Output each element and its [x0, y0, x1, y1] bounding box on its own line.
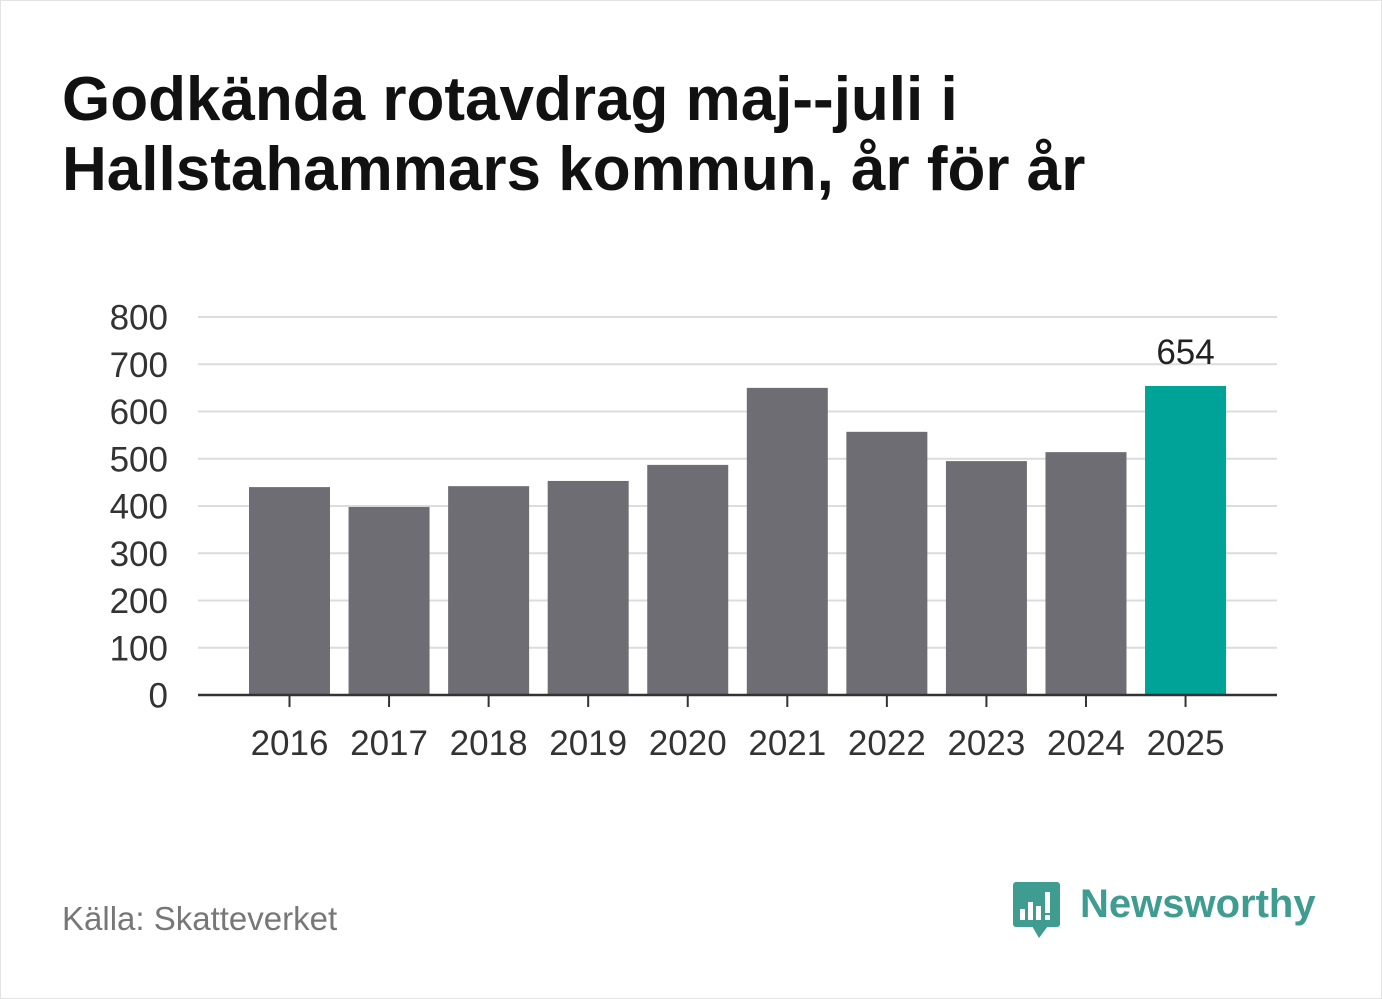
- y-tick-label-700: 700: [110, 346, 168, 385]
- bar-2019: [547, 480, 629, 695]
- axis-labels: 0 100 200 300 400 500 600 700 800 2016 2017 2018 201…: [110, 299, 1225, 764]
- y-tick-label-100: 100: [110, 629, 168, 668]
- source-note: Källa: Skatteverket: [62, 900, 338, 937]
- x-tick-label-2025: 2025: [1147, 724, 1225, 763]
- bar-2023: [945, 461, 1027, 695]
- newsworthy-logo-icon: [1013, 882, 1060, 938]
- x-tick-label-2024: 2024: [1047, 724, 1125, 763]
- y-tick-label-0: 0: [149, 677, 168, 716]
- x-tick-label-2023: 2023: [947, 724, 1025, 763]
- bar-2016: [249, 487, 330, 695]
- brand-name: Newsworthy: [1080, 882, 1316, 926]
- bar-2024: [1045, 452, 1127, 695]
- bar-2025: [1145, 385, 1227, 695]
- bar-2017: [348, 506, 430, 695]
- bar-2021: [746, 387, 828, 695]
- y-tick-label-800: 800: [110, 299, 168, 338]
- x-tick-label-2017: 2017: [350, 724, 428, 763]
- y-tick-label-300: 300: [110, 535, 168, 574]
- bar-2022: [846, 431, 928, 695]
- bar-2018: [448, 486, 530, 695]
- x-tick-label-2020: 2020: [649, 724, 727, 763]
- x-axis: [198, 693, 1277, 707]
- y-tick-label-600: 600: [110, 393, 168, 432]
- x-tick-label-2016: 2016: [251, 724, 329, 763]
- x-tick-label-2022: 2022: [848, 724, 926, 763]
- chart-title: Godkända rotavdrag maj--juli i Hallstaha…: [62, 65, 1086, 204]
- value-label-2025: 654: [1156, 333, 1214, 372]
- bars: [249, 385, 1227, 695]
- bar-2020: [647, 464, 729, 695]
- y-tick-label-500: 500: [110, 440, 168, 479]
- y-tick-label-200: 200: [110, 582, 168, 621]
- x-tick-label-2018: 2018: [450, 724, 528, 763]
- y-tick-label-400: 400: [110, 488, 168, 527]
- x-tick-label-2021: 2021: [748, 724, 826, 763]
- x-tick-label-2019: 2019: [549, 724, 627, 763]
- brand-logo: Newsworthy: [1012, 880, 1322, 940]
